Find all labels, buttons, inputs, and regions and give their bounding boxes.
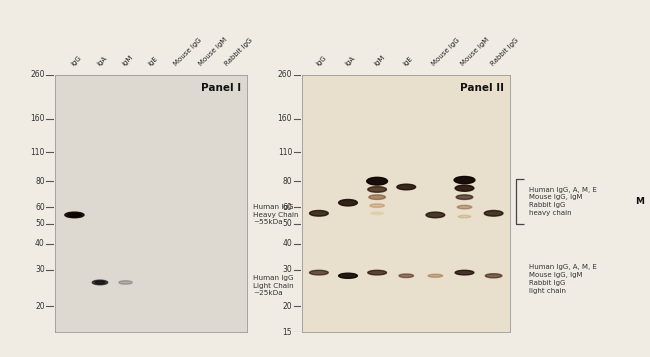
Text: 260: 260 [31,70,45,80]
Ellipse shape [368,270,387,275]
Text: 60: 60 [282,202,293,212]
Text: IgG: IgG [315,55,327,67]
Ellipse shape [457,205,472,209]
Ellipse shape [95,281,105,284]
Text: Human IgG, A, M, E
Mouse IgG, IgM
Rabbit IgG
heavy chain: Human IgG, A, M, E Mouse IgG, IgM Rabbit… [529,187,597,216]
Text: IgE: IgE [147,55,159,67]
Ellipse shape [456,195,473,200]
Text: 160: 160 [31,114,45,123]
Text: IgE: IgE [402,55,414,67]
Ellipse shape [484,211,503,216]
Text: Mouse IgM: Mouse IgM [198,37,229,67]
Text: 160: 160 [278,114,292,123]
Text: 110: 110 [278,148,292,157]
Text: 30: 30 [282,265,293,274]
Text: Mouse IgG: Mouse IgG [431,37,462,67]
Text: IgA: IgA [96,55,108,67]
Ellipse shape [455,270,474,275]
Text: 40: 40 [35,239,45,248]
Text: IgM: IgM [373,54,386,67]
Ellipse shape [369,195,385,200]
Text: 60: 60 [35,202,45,212]
Text: Mouse IgG: Mouse IgG [172,37,203,67]
Ellipse shape [309,211,328,216]
Ellipse shape [339,200,358,206]
Ellipse shape [92,280,108,285]
Text: Rabbit IgG: Rabbit IgG [224,37,254,67]
Text: Panel II: Panel II [460,83,504,93]
Ellipse shape [309,270,328,275]
Text: Human IgG, A, M, E
Mouse IgG, IgM
Rabbit IgG
light chain: Human IgG, A, M, E Mouse IgG, IgM Rabbit… [529,265,597,294]
Text: M: M [636,197,644,206]
Text: IgM: IgM [122,54,135,67]
Text: 20: 20 [35,302,45,311]
Text: 15: 15 [283,327,292,337]
Ellipse shape [371,212,384,215]
Ellipse shape [426,212,445,218]
Ellipse shape [454,176,475,183]
Ellipse shape [458,215,471,218]
Ellipse shape [486,274,502,278]
Ellipse shape [119,281,132,284]
Text: 260: 260 [278,70,292,80]
Text: 80: 80 [35,177,45,186]
Ellipse shape [65,212,84,218]
Ellipse shape [68,213,81,217]
Ellipse shape [455,185,474,191]
Text: Mouse IgM: Mouse IgM [460,37,491,67]
Text: 20: 20 [283,302,292,311]
Ellipse shape [428,274,443,277]
Ellipse shape [399,274,413,278]
Text: 50: 50 [35,219,45,228]
Text: Human IgG
Heavy Chain
~55kDa: Human IgG Heavy Chain ~55kDa [253,205,298,225]
Ellipse shape [368,187,387,192]
Ellipse shape [339,273,358,278]
Ellipse shape [370,204,384,207]
Text: IgG: IgG [70,55,83,67]
Text: IgA: IgA [344,55,356,67]
Ellipse shape [367,177,387,185]
Text: 110: 110 [31,148,45,157]
Text: Panel I: Panel I [201,83,241,93]
Text: 80: 80 [283,177,292,186]
Text: Human IgG
Light Chain
~25kDa: Human IgG Light Chain ~25kDa [253,276,293,296]
Ellipse shape [397,184,415,190]
Text: Rabbit IgG: Rabbit IgG [489,37,519,67]
Text: 30: 30 [35,265,45,274]
Text: 40: 40 [282,239,293,248]
Text: 50: 50 [282,219,293,228]
